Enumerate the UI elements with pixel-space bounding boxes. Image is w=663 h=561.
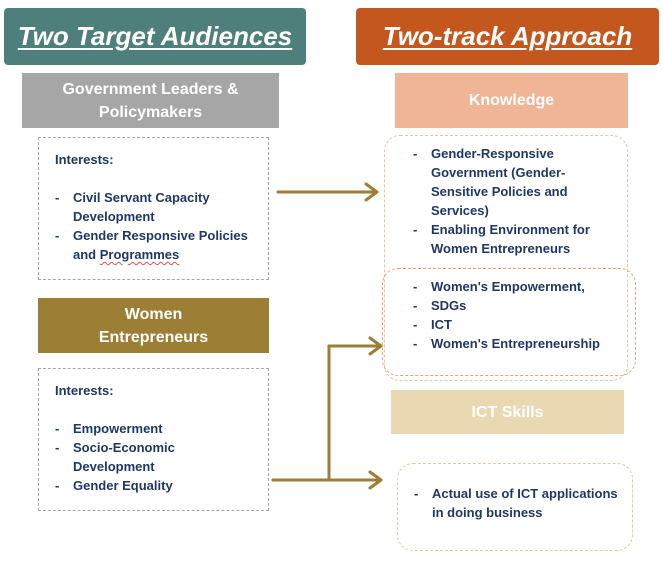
ict-skills-box: Actual use of ICT applications in doing … — [397, 463, 633, 551]
women-interests-heading: Interests: — [55, 383, 114, 398]
women-entrepreneurs-header-label: Women Entrepreneurs — [98, 305, 209, 346]
right-title: Two-track Approach — [356, 8, 659, 65]
knowledge-box: Gender-Responsive Government (Gender-Sen… — [384, 135, 628, 381]
list-item: ICT — [413, 315, 629, 334]
list-item: Gender Responsive Policies and Programme… — [55, 226, 258, 264]
gov-leaders-header: Government Leaders & Policymakers — [22, 73, 279, 128]
squiggle-word: Programmes — [99, 247, 180, 262]
list-item: Gender-Responsive Government (Gender-Sen… — [413, 144, 617, 220]
arrow-women-to-ict-head — [368, 470, 383, 490]
women-interests-list: Empowerment Socio-Economic Development G… — [55, 419, 258, 495]
women-interests-box: Interests: Empowerment Socio-Economic De… — [38, 368, 269, 511]
gov-interests-box: Interests: Civil Servant Capacity Develo… — [38, 137, 269, 280]
list-item: SDGs — [413, 296, 629, 315]
list-item: Socio-Economic Development — [55, 438, 258, 476]
knowledge-header-label: Knowledge — [468, 92, 555, 109]
gov-leaders-header-label: Government Leaders & Policymakers — [62, 80, 239, 121]
ict-skills-header-label: ICT Skills — [471, 403, 544, 421]
women-entrepreneurs-header: Women Entrepreneurs — [38, 298, 269, 353]
list-item: Women's Empowerment, — [413, 277, 629, 296]
list-item: Civil Servant Capacity Development — [55, 188, 258, 226]
knowledge-list: Gender-Responsive Government (Gender-Sen… — [413, 144, 617, 258]
gov-interests-heading: Interests: — [55, 152, 114, 167]
shared-topics-box: Women's Empowerment, SDGs ICT Women's En… — [382, 268, 636, 376]
shared-topics-list: Women's Empowerment, SDGs ICT Women's En… — [413, 277, 629, 353]
arrow-women-to-shared-head — [368, 336, 383, 356]
list-item: Empowerment — [55, 419, 258, 438]
ict-skills-header: ICT Skills — [391, 390, 624, 434]
list-item: Women's Entrepreneurship — [413, 334, 629, 353]
left-title: Two Target Audiences — [4, 8, 306, 65]
list-item: Gender Equality — [55, 476, 258, 495]
list-item: Actual use of ICT applications in doing … — [414, 484, 622, 522]
gov-interests-list: Civil Servant Capacity Development Gende… — [55, 188, 258, 264]
ict-skills-list: Actual use of ICT applications in doing … — [414, 484, 622, 522]
arrow-gov-to-knowledge-head — [364, 182, 379, 202]
list-item: Enabling Environment for Women Entrepren… — [413, 220, 617, 258]
knowledge-header: Knowledge — [395, 73, 628, 128]
